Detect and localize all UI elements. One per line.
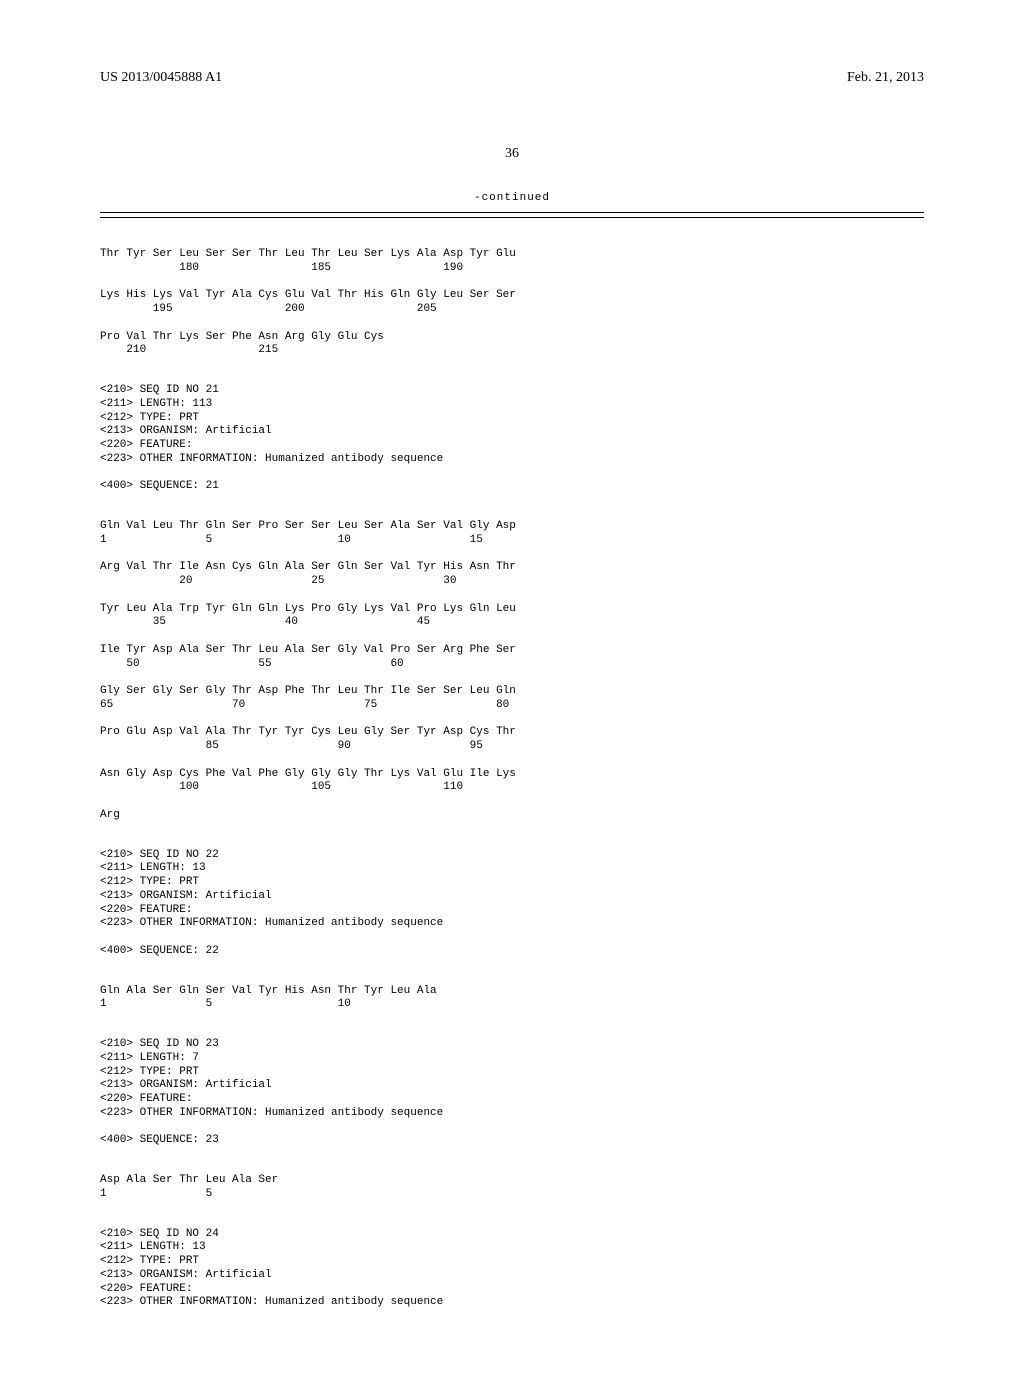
top-rule (100, 212, 924, 213)
patent-id: US 2013/0045888 A1 (100, 70, 222, 86)
page-container: US 2013/0045888 A1 Feb. 21, 2013 36 -con… (0, 0, 1024, 1376)
mid-rule (100, 217, 924, 218)
page-number: 36 (100, 146, 924, 162)
publication-date: Feb. 21, 2013 (847, 70, 924, 86)
sequence-meta: <210> SEQ ID NO 23 <211> LENGTH: 7 <212>… (100, 1038, 924, 1148)
sequence-body: Gln Ala Ser Gln Ser Val Tyr His Asn Thr … (100, 985, 924, 1013)
sequence-meta: <210> SEQ ID NO 21 <211> LENGTH: 113 <21… (100, 384, 924, 494)
sequence-meta: <210> SEQ ID NO 22 <211> LENGTH: 13 <212… (100, 849, 924, 959)
sequence-listing: Thr Tyr Ser Leu Ser Ser Thr Leu Thr Leu … (100, 248, 924, 1310)
continued-label: -continued (100, 192, 924, 204)
sequence-meta: <210> SEQ ID NO 24 <211> LENGTH: 13 <212… (100, 1228, 924, 1311)
page-header: US 2013/0045888 A1 Feb. 21, 2013 (100, 70, 924, 86)
sequence-body: Gln Val Leu Thr Gln Ser Pro Ser Ser Leu … (100, 520, 924, 823)
sequence-body: Thr Tyr Ser Leu Ser Ser Thr Leu Thr Leu … (100, 248, 924, 358)
sequence-body: Asp Ala Ser Thr Leu Ala Ser 1 5 (100, 1174, 924, 1202)
